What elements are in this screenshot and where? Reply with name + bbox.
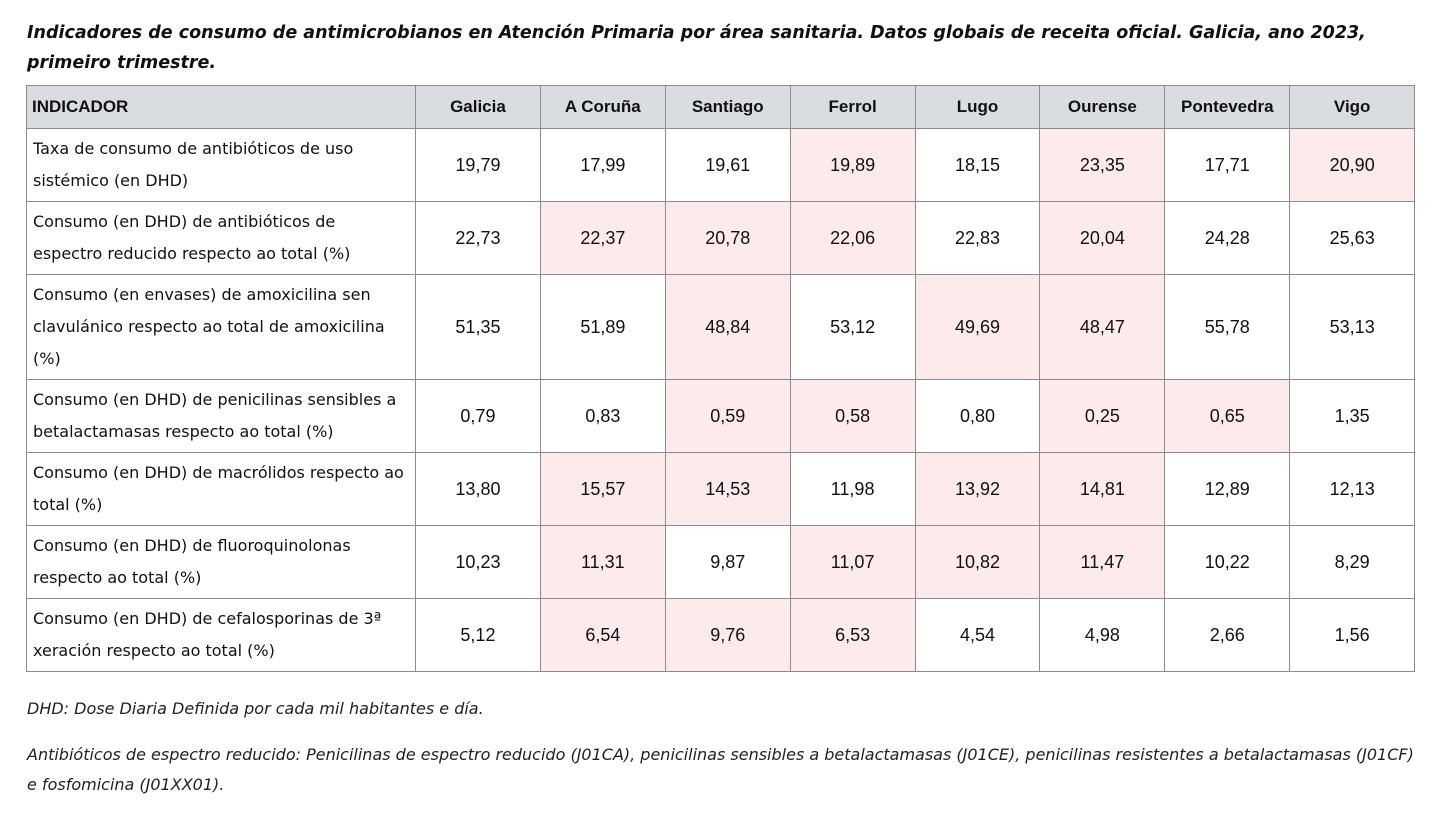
value-cell: 11,07: [789, 525, 916, 599]
value-cell: 0,25: [1039, 379, 1166, 453]
value-cell: 17,71: [1164, 128, 1291, 202]
value-cell: 22,06: [789, 201, 916, 275]
value-cell: 6,53: [789, 598, 916, 672]
value-cell: 14,81: [1039, 452, 1166, 526]
column-header: A Coruña: [539, 85, 666, 129]
table-row: Consumo (en envases) de amoxicilina sen …: [26, 274, 1416, 380]
table-row: Consumo (en DHD) de macrólidos respecto …: [26, 452, 1416, 526]
indicator-label: Consumo (en DHD) de antibióticos de espe…: [26, 201, 416, 275]
value-cell: 51,35: [415, 274, 541, 380]
value-cell: 24,28: [1164, 201, 1291, 275]
value-cell: 5,12: [415, 598, 541, 672]
indicator-label: Consumo (en DHD) de macrólidos respecto …: [26, 452, 416, 526]
value-cell: 25,63: [1289, 201, 1416, 275]
value-cell: 9,87: [664, 525, 791, 599]
value-cell: 20,04: [1039, 201, 1166, 275]
value-cell: 19,89: [789, 128, 916, 202]
indicator-label: Consumo (en envases) de amoxicilina sen …: [26, 274, 416, 380]
value-cell: 0,65: [1164, 379, 1291, 453]
value-cell: 11,98: [789, 452, 916, 526]
footnote-dhd: DHD: Dose Diaria Definida por cada mil h…: [27, 699, 484, 718]
value-cell: 12,13: [1289, 452, 1416, 526]
column-header: Lugo: [914, 85, 1041, 129]
value-cell: 51,89: [539, 274, 666, 380]
value-cell: 22,37: [539, 201, 666, 275]
table-row: Consumo (en DHD) de cefalosporinas de 3ª…: [26, 598, 1416, 672]
table-header-row: INDICADOR Galicia A Coruña Santiago Ferrol Lu…: [26, 85, 1416, 129]
value-cell: 0,59: [664, 379, 791, 453]
value-cell: 4,98: [1039, 598, 1166, 672]
value-cell: 0,83: [539, 379, 666, 453]
column-header-indicador: INDICADOR: [26, 85, 416, 129]
value-cell: 6,54: [539, 598, 666, 672]
indicator-label: Taxa de consumo de antibióticos de uso s…: [26, 128, 416, 202]
column-header: Santiago: [664, 85, 791, 129]
value-cell: 0,79: [415, 379, 541, 453]
value-cell: 17,99: [539, 128, 666, 202]
table-row: Consumo (en DHD) de fluoroquinolonas res…: [26, 525, 1416, 599]
value-cell: 10,82: [914, 525, 1041, 599]
value-cell: 11,31: [539, 525, 666, 599]
value-cell: 2,66: [1164, 598, 1291, 672]
value-cell: 13,92: [914, 452, 1041, 526]
value-cell: 4,54: [914, 598, 1041, 672]
column-header: Ourense: [1039, 85, 1166, 129]
page-title: Indicadores de consumo de antimicrobiano…: [27, 23, 1366, 73]
column-header: Vigo: [1289, 85, 1416, 129]
value-cell: 20,90: [1289, 128, 1416, 202]
value-cell: 1,56: [1289, 598, 1416, 672]
value-cell: 22,73: [415, 201, 541, 275]
value-cell: 15,57: [539, 452, 666, 526]
value-cell: 13,80: [415, 452, 541, 526]
value-cell: 55,78: [1164, 274, 1291, 380]
indicator-label: Consumo (en DHD) de penicilinas sensible…: [26, 379, 416, 453]
column-header: Ferrol: [789, 85, 916, 129]
value-cell: 19,79: [415, 128, 541, 202]
table-row: Consumo (en DHD) de penicilinas sensible…: [26, 379, 1416, 453]
value-cell: 48,84: [664, 274, 791, 380]
value-cell: 53,12: [789, 274, 916, 380]
value-cell: 9,76: [664, 598, 791, 672]
value-cell: 20,78: [664, 201, 791, 275]
value-cell: 10,23: [415, 525, 541, 599]
value-cell: 1,35: [1289, 379, 1416, 453]
value-cell: 11,47: [1039, 525, 1166, 599]
value-cell: 0,58: [789, 379, 916, 453]
value-cell: 22,83: [914, 201, 1041, 275]
value-cell: 8,29: [1289, 525, 1416, 599]
value-cell: 12,89: [1164, 452, 1291, 526]
value-cell: 0,80: [914, 379, 1041, 453]
value-cell: 14,53: [664, 452, 791, 526]
footnote-espectro-reducido: Antibióticos de espectro reducido: Penic…: [27, 745, 1414, 794]
indicator-label: Consumo (en DHD) de fluoroquinolonas res…: [26, 525, 416, 599]
table-row: Consumo (en DHD) de antibióticos de espe…: [26, 201, 1416, 275]
value-cell: 10,22: [1164, 525, 1291, 599]
indicator-label: Consumo (en DHD) de cefalosporinas de 3ª…: [26, 598, 416, 672]
value-cell: 49,69: [914, 274, 1041, 380]
indicators-table: INDICADOR Galicia A Coruña Santiago Ferrol Lu…: [26, 85, 1416, 672]
value-cell: 48,47: [1039, 274, 1166, 380]
value-cell: 23,35: [1039, 128, 1166, 202]
value-cell: 19,61: [664, 128, 791, 202]
column-header: Pontevedra: [1164, 85, 1291, 129]
value-cell: 53,13: [1289, 274, 1416, 380]
table-row: Taxa de consumo de antibióticos de uso s…: [26, 128, 1416, 202]
value-cell: 18,15: [914, 128, 1041, 202]
column-header: Galicia: [415, 85, 541, 129]
